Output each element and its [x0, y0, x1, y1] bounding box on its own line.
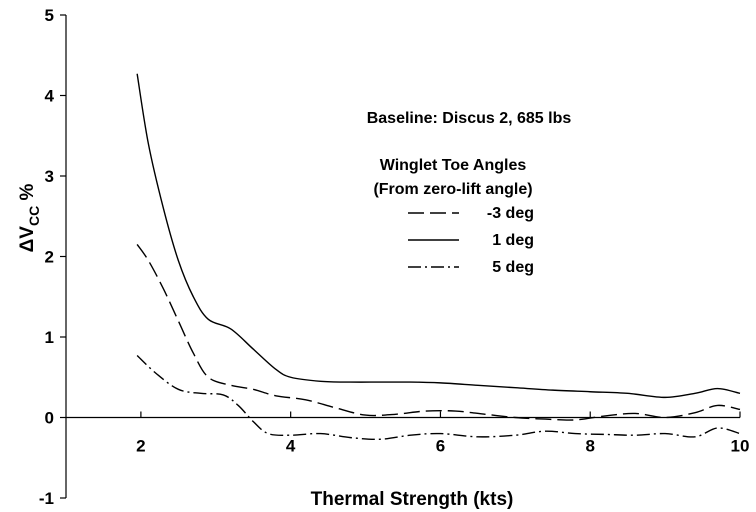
legend-title-1: Winglet Toe Angles	[380, 157, 527, 174]
tick-marks	[60, 14, 741, 499]
series-line-3	[136, 355, 741, 441]
axes	[65, 15, 740, 498]
legend-label-3: 5 deg	[492, 259, 534, 276]
y-tick-label: 0	[45, 409, 54, 428]
y-tick-label: 1	[45, 328, 54, 347]
series-line-2	[136, 73, 741, 399]
y-axis-label-main: ΔV	[17, 226, 38, 253]
x-axis-label: Thermal Strength (kts)	[311, 489, 514, 510]
x-tick-label: 6	[436, 437, 445, 456]
x-tick-label: 10	[731, 437, 750, 456]
legend-label-1: -3 deg	[487, 205, 534, 222]
y-tick-label: 3	[45, 167, 54, 186]
y-tick-label: 4	[45, 87, 55, 106]
y-tick-label: -1	[39, 489, 54, 508]
legend: -3 deg 1 deg 5 deg	[408, 205, 534, 276]
y-axis-label-unit: %	[17, 184, 38, 206]
y-axis-label-subscript: CC	[26, 206, 42, 226]
legend-label-2: 1 deg	[492, 232, 534, 249]
x-tick-label: 8	[585, 437, 594, 456]
y-tick-label: 5	[45, 6, 54, 25]
y-axis-label: ΔVCC %	[17, 184, 42, 253]
x-tick-label: 2	[136, 437, 145, 456]
y-tick-label: 2	[45, 248, 54, 267]
baseline-annotation: Baseline: Discus 2, 685 lbs	[367, 110, 572, 127]
series-lines	[136, 73, 741, 441]
series-line-1	[136, 244, 741, 421]
legend-title-2: (From zero-lift angle)	[373, 181, 532, 198]
tick-labels: -1 0 1 2 3 4 5 2 4 6 8 10	[39, 6, 750, 508]
x-tick-label: 4	[286, 437, 296, 456]
